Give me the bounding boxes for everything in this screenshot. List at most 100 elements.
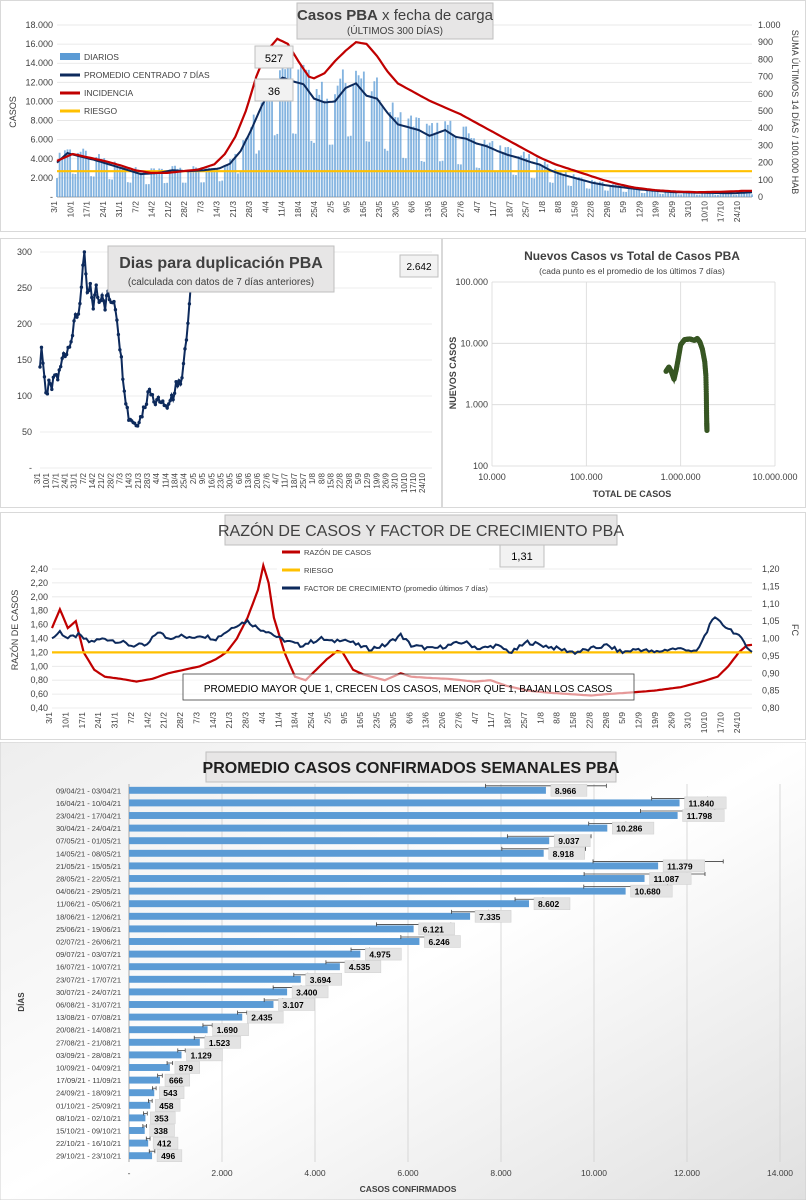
semanal-data-label-bg <box>424 935 461 948</box>
legend-label-razon: RAZÓN DE CASOS <box>304 548 371 557</box>
casos-ytick: 18.000 <box>25 20 53 30</box>
casos-daily-bar <box>153 168 155 197</box>
semanal-data-label-bg <box>553 834 591 847</box>
duplicacion-point <box>56 378 60 382</box>
semanal-data-label: 3.400 <box>296 987 318 997</box>
casos-daily-bar <box>166 182 169 197</box>
casos-xtick: 28/2 <box>179 201 189 218</box>
semanal-bar <box>129 837 550 845</box>
duplicacion-point <box>101 299 106 303</box>
casos-ytick: 2.000 <box>30 173 53 183</box>
semanal-data-label: 11.379 <box>667 861 693 871</box>
semanal-bar <box>129 1064 170 1071</box>
casos-daily-bar <box>140 172 142 197</box>
annotation-527: 527 <box>265 53 283 65</box>
razon-xtick: 12/9 <box>634 712 644 729</box>
casos-daily-bar <box>685 191 688 197</box>
razon-y2tick: 1,00 <box>762 634 780 644</box>
casos-daily-bar <box>709 192 711 197</box>
casos-daily-bar <box>441 160 444 197</box>
casos-daily-bar <box>557 172 559 197</box>
semanal-category: 06/08/21 - 31/07/21 <box>56 1001 121 1010</box>
casos-daily-bar <box>467 133 470 197</box>
duplicacion-point <box>113 308 118 312</box>
casos-daily-bar <box>90 176 93 197</box>
casos-daily-bar <box>268 81 271 197</box>
casos-daily-bar <box>449 120 452 197</box>
scatter-frame <box>442 238 806 508</box>
duplicacion-xtick: 1/8 <box>308 472 317 484</box>
casos-xtick: 24/10 <box>732 201 742 223</box>
duplicacion-xtick: 9/5 <box>198 472 207 484</box>
casos-daily-bar <box>105 161 108 197</box>
duplicacion-xtick: 25/4 <box>180 472 189 488</box>
semanal-data-label: 3.107 <box>282 1000 304 1010</box>
casos-daily-bar <box>142 171 145 197</box>
duplicacion-point <box>70 333 75 338</box>
semanal-bar <box>129 812 678 819</box>
casos-daily-bar <box>494 171 496 197</box>
semanal-data-label-bg <box>533 897 571 910</box>
casos-daily-bar <box>588 188 591 197</box>
casos-daily-bar <box>116 164 119 197</box>
semanal-data-label: 8.918 <box>553 849 575 859</box>
casos-xtick: 20/6 <box>439 201 449 218</box>
casos-daily-bar <box>352 83 355 197</box>
casos-daily-bar <box>724 192 727 197</box>
razon-legend: RAZÓN DE CASOS RIESGO FACTOR DE CRECIMIE… <box>277 547 489 599</box>
casos-daily-bar <box>234 153 237 197</box>
semanal-bar <box>129 925 414 933</box>
casos-ytick: 4.000 <box>30 154 53 164</box>
duplicacion-point <box>180 376 184 380</box>
duplicacion-point <box>75 315 79 319</box>
casos-daily-bar <box>294 133 297 197</box>
semanal-data-label-bg <box>186 1048 223 1062</box>
casos-daily-bar <box>113 161 116 197</box>
legend-label-diarios: DIARIOS <box>84 52 119 62</box>
casos-daily-bar <box>394 117 397 197</box>
duplicacion-point <box>73 312 78 317</box>
casos-daily-bar <box>541 165 544 197</box>
razon-xtick: 27/6 <box>453 712 463 729</box>
casos-daily-bar <box>659 193 662 197</box>
casos-daily-bar <box>147 184 150 197</box>
semanal-bar <box>129 862 659 870</box>
razon-xtick: 8/8 <box>552 712 562 724</box>
legend-label-incidencia: INCIDENCIA <box>84 88 133 98</box>
razon-fc-line <box>51 616 753 656</box>
semanal-bar <box>129 1139 149 1147</box>
semanal-title: PROMEDIO CASOS CONFIRMADOS SEMANALES PBA <box>203 760 620 777</box>
casos-daily-bar <box>512 174 515 197</box>
duplicacion-point <box>169 393 174 397</box>
casos-daily-bar <box>680 194 683 197</box>
duplicacion-point <box>94 283 98 287</box>
casos-daily-bar <box>470 137 473 197</box>
casos-daily-bar <box>543 161 546 197</box>
razon-xtick: 9/5 <box>339 712 349 724</box>
scatter-ytick: 10.000 <box>460 338 488 348</box>
semanal-data-label-bg <box>246 1010 284 1024</box>
casos-daily-bar <box>231 158 234 197</box>
casos-xtick: 31/1 <box>114 201 124 218</box>
semanal-data-label-bg <box>156 1149 183 1162</box>
razon-xtick: 14/2 <box>142 712 152 729</box>
casos-ylabel: CASOS <box>8 96 18 128</box>
duplicacion-point <box>153 402 158 407</box>
duplicacion-point <box>81 263 85 267</box>
casos-daily-bar <box>226 164 229 197</box>
semanal-category: 17/09/21 - 11/09/21 <box>57 1076 122 1085</box>
semanal-category: 23/04/21 - 17/04/21 <box>56 812 121 821</box>
casos-daily-bar <box>682 191 685 197</box>
semanal-data-label: 353 <box>154 1113 168 1123</box>
semanal-category: 13/08/21 - 07/08/21 <box>56 1013 121 1022</box>
casos-title-box <box>296 2 494 40</box>
annotation-36: 36 <box>268 86 280 98</box>
casos-daily-bar <box>627 186 630 197</box>
casos-daily-bar <box>404 158 407 197</box>
casos-daily-bar <box>701 192 704 197</box>
semanal-data-label-bg <box>164 1073 191 1087</box>
casos-daily-bar <box>538 164 541 197</box>
casos-xtick: 4/4 <box>260 201 270 213</box>
semanal-category: 15/10/21 - 09/10/21 <box>56 1127 121 1136</box>
razon-xtick: 18/7 <box>503 712 513 729</box>
